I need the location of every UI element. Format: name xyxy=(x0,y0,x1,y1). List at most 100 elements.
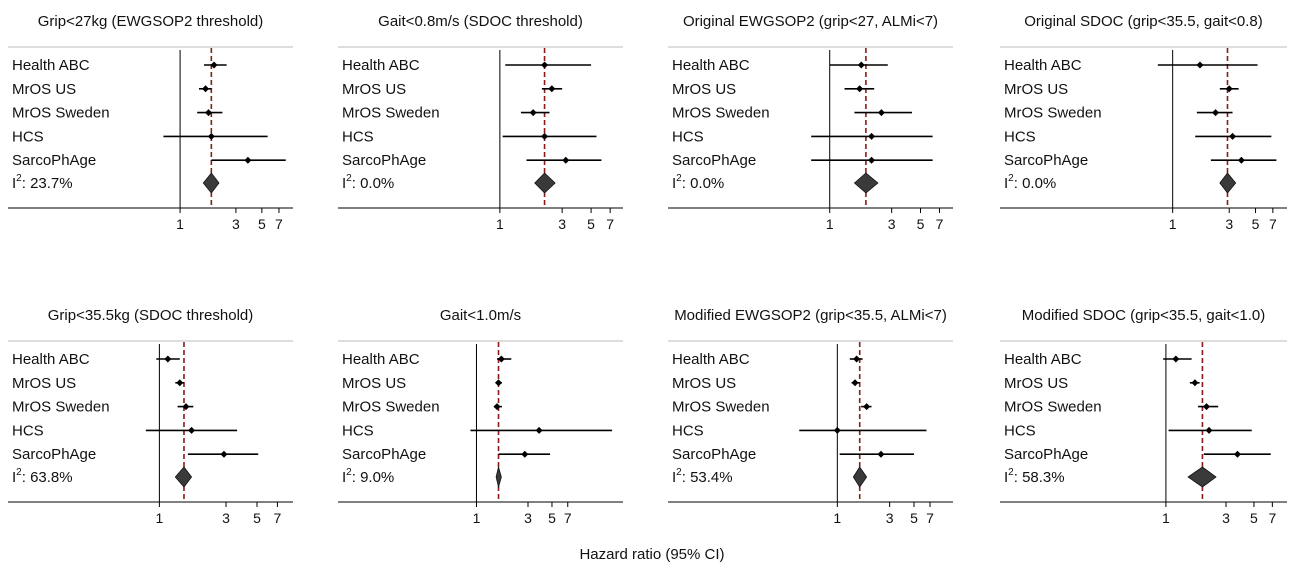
point-estimate xyxy=(1212,109,1220,117)
study-label: MrOS US xyxy=(12,81,76,98)
x-tick-label: 5 xyxy=(587,216,595,232)
point-estimate xyxy=(1225,85,1233,93)
point-estimate xyxy=(521,450,529,458)
x-tick-label: 1 xyxy=(833,510,841,526)
x-tick-label: 7 xyxy=(564,510,572,526)
heterogeneity-label: I2: 0.0% xyxy=(672,173,724,192)
point-estimate xyxy=(1191,379,1199,387)
x-tick-label: 7 xyxy=(936,216,944,232)
pooled-diamond xyxy=(1187,466,1217,488)
x-tick-label: 5 xyxy=(253,510,261,526)
forest-panel-5: Grip<35.5kg (SDOC threshold) 1 3 5 7 Health A… xyxy=(8,307,293,526)
panel-title: Modified SDOC (grip<35.5, gait<1.0) xyxy=(1022,307,1265,324)
heterogeneity-label: I2: 0.0% xyxy=(342,173,394,192)
x-tick-label: 1 xyxy=(1169,216,1177,232)
x-tick-label: 5 xyxy=(1250,510,1258,526)
heterogeneity-label: I2: 58.3% xyxy=(1004,467,1065,486)
point-estimate xyxy=(1229,132,1237,140)
heterogeneity-label: I2: 9.0% xyxy=(342,467,394,486)
point-estimate xyxy=(529,109,537,117)
x-tick-label: 1 xyxy=(496,216,504,232)
x-tick-label: 7 xyxy=(275,216,283,232)
study-label: MrOS US xyxy=(342,81,406,98)
study-label: SarcoPhAge xyxy=(342,152,426,169)
point-estimate xyxy=(1233,450,1241,458)
study-label: Health ABC xyxy=(672,351,750,368)
panel-title: Gait<1.0m/s xyxy=(440,307,521,324)
study-label: SarcoPhAge xyxy=(342,446,426,463)
pooled-diamond xyxy=(534,172,556,194)
x-tick-label: 3 xyxy=(222,510,230,526)
x-tick-label: 3 xyxy=(524,510,532,526)
point-estimate xyxy=(857,61,865,69)
point-estimate xyxy=(207,132,215,140)
x-tick-label: 3 xyxy=(888,216,896,232)
study-label: MrOS US xyxy=(672,375,736,392)
forest-panel-6: Gait<1.0m/s 1 3 5 7 Health ABC MrOS US MrOS Swe… xyxy=(338,307,623,526)
study-label: Health ABC xyxy=(1004,57,1082,74)
x-tick-label: 1 xyxy=(826,216,834,232)
point-estimate xyxy=(1237,156,1245,164)
study-label: SarcoPhAge xyxy=(12,152,96,169)
study-label: MrOS US xyxy=(342,375,406,392)
x-tick-label: 3 xyxy=(1225,216,1233,232)
point-estimate xyxy=(1205,426,1213,434)
study-label: Health ABC xyxy=(1004,351,1082,368)
x-tick-label: 1 xyxy=(155,510,163,526)
study-label: MrOS Sweden xyxy=(342,105,440,122)
study-label: Health ABC xyxy=(672,57,750,74)
panel-title: Gait<0.8m/s (SDOC threshold) xyxy=(378,13,583,30)
forest-panel-2: Gait<0.8m/s (SDOC threshold) 1 3 5 7 Health A… xyxy=(338,13,623,232)
study-label: MrOS Sweden xyxy=(1004,399,1102,416)
x-tick-label: 7 xyxy=(274,510,282,526)
pooled-diamond xyxy=(202,172,220,194)
study-label: SarcoPhAge xyxy=(672,152,756,169)
study-label: HCS xyxy=(1004,128,1036,145)
forest-panel-8: Modified SDOC (grip<35.5, gait<1.0) 1 3 5 7 H… xyxy=(1000,307,1287,526)
point-estimate xyxy=(1172,355,1180,363)
x-tick-label: 5 xyxy=(258,216,266,232)
pooled-diamond xyxy=(853,172,879,194)
x-tick-label: 5 xyxy=(548,510,556,526)
point-estimate xyxy=(868,132,876,140)
heterogeneity-label: I2: 53.4% xyxy=(672,467,733,486)
x-tick-label: 1 xyxy=(1162,510,1170,526)
heterogeneity-label: I2: 0.0% xyxy=(1004,173,1056,192)
point-estimate xyxy=(856,85,864,93)
x-tick-label: 5 xyxy=(917,216,925,232)
point-estimate xyxy=(562,156,570,164)
point-estimate xyxy=(1202,403,1210,411)
study-label: Health ABC xyxy=(12,351,90,368)
study-label: SarcoPhAge xyxy=(1004,152,1088,169)
point-estimate xyxy=(497,355,505,363)
pooled-diamond xyxy=(1219,172,1237,194)
study-label: Health ABC xyxy=(12,57,90,74)
study-label: HCS xyxy=(1004,422,1036,439)
x-tick-label: 5 xyxy=(1252,216,1260,232)
heterogeneity-label: I2: 23.7% xyxy=(12,173,73,192)
study-label: SarcoPhAge xyxy=(12,446,96,463)
pooled-diamond xyxy=(495,465,502,489)
point-estimate xyxy=(541,61,549,69)
study-label: MrOS Sweden xyxy=(672,399,770,416)
study-label: HCS xyxy=(672,128,704,145)
panel-title: Original SDOC (grip<35.5, gait<0.8) xyxy=(1024,13,1262,30)
study-label: SarcoPhAge xyxy=(1004,446,1088,463)
point-estimate xyxy=(244,156,252,164)
study-label: MrOS US xyxy=(1004,81,1068,98)
point-estimate xyxy=(495,379,503,387)
point-estimate xyxy=(541,132,549,140)
panel-title: Modified EWGSOP2 (grip<35.5, ALMi<7) xyxy=(674,307,947,324)
study-label: HCS xyxy=(672,422,704,439)
x-tick-label: 1 xyxy=(473,510,481,526)
panel-title: Grip<27kg (EWGSOP2 threshold) xyxy=(38,13,264,30)
study-label: Health ABC xyxy=(342,57,420,74)
x-tick-label: 1 xyxy=(176,216,184,232)
point-estimate xyxy=(176,379,184,387)
forest-panel-3: Original EWGSOP2 (grip<27, ALMi<7) 1 3 5 7 He… xyxy=(668,13,953,232)
study-label: SarcoPhAge xyxy=(672,446,756,463)
forest-panel-4: Original SDOC (grip<35.5, gait<0.8) 1 3 5 7 H… xyxy=(1000,13,1287,232)
study-label: HCS xyxy=(12,422,44,439)
panel-title: Grip<35.5kg (SDOC threshold) xyxy=(48,307,254,324)
